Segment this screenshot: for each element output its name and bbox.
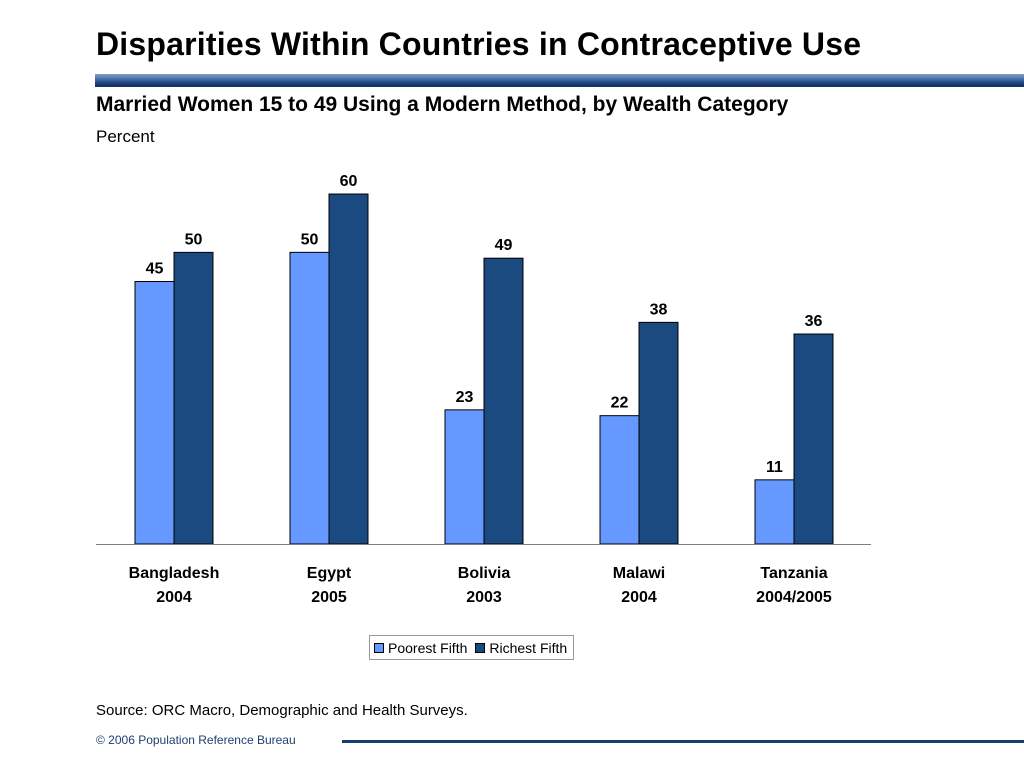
category-year-label-0: 2004 [156, 589, 192, 606]
category-year-label-3: 2004 [621, 589, 657, 606]
category-label-1: Egypt [307, 565, 352, 582]
bar-richest-1 [328, 193, 369, 545]
category-label-0: Bangladesh [129, 565, 220, 582]
bar-poorest-3 [599, 415, 640, 545]
copyright-footer: © 2006 Population Reference Bureau [96, 733, 296, 747]
data-label-poorest-3: 22 [611, 395, 629, 412]
category-label-3: Malawi [613, 565, 665, 582]
bar-richest-0 [173, 251, 214, 545]
data-label-richest-4: 36 [805, 313, 823, 330]
legend-swatch-poorest [374, 642, 384, 653]
bar-poorest-1 [289, 251, 330, 545]
chart-title: Married Women 15 to 49 Using a Modern Me… [96, 93, 789, 116]
title-divider [95, 74, 1024, 87]
data-label-richest-1: 60 [340, 173, 358, 190]
category-year-label-2: 2003 [466, 589, 502, 606]
bar-poorest-0 [134, 281, 175, 545]
y-axis-unit-label: Percent [96, 127, 155, 146]
bar-richest-4 [793, 333, 834, 545]
legend-label-richest: Richest Fifth [489, 639, 568, 656]
data-label-poorest-0: 45 [146, 261, 164, 278]
legend-item-richest: Richest Fifth [475, 640, 567, 656]
category-year-label-1: 2005 [311, 589, 347, 606]
bar-richest-3 [638, 321, 679, 545]
chart-legend: Poorest Fifth Richest Fifth [369, 635, 575, 660]
bar-poorest-2 [444, 409, 485, 545]
slide-title: Disparities Within Countries in Contrace… [96, 26, 862, 62]
legend-swatch-richest [475, 642, 486, 653]
bar-poorest-4 [754, 479, 795, 545]
legend-item-poorest: Poorest Fifth [374, 640, 467, 656]
data-label-poorest-2: 23 [456, 389, 474, 406]
data-label-richest-0: 50 [185, 231, 203, 248]
footer-divider [342, 740, 1024, 743]
data-label-poorest-1: 50 [301, 231, 319, 248]
data-label-poorest-4: 11 [766, 459, 783, 476]
category-year-label-4: 2004/2005 [756, 589, 832, 606]
category-label-4: Tanzania [760, 565, 827, 582]
category-label-2: Bolivia [458, 565, 511, 582]
data-label-richest-3: 38 [650, 301, 668, 318]
source-note: Source: ORC Macro, Demographic and Healt… [96, 702, 468, 719]
legend-label-poorest: Poorest Fifth [388, 639, 468, 656]
bar-richest-2 [483, 257, 524, 545]
data-label-richest-2: 49 [495, 237, 513, 254]
